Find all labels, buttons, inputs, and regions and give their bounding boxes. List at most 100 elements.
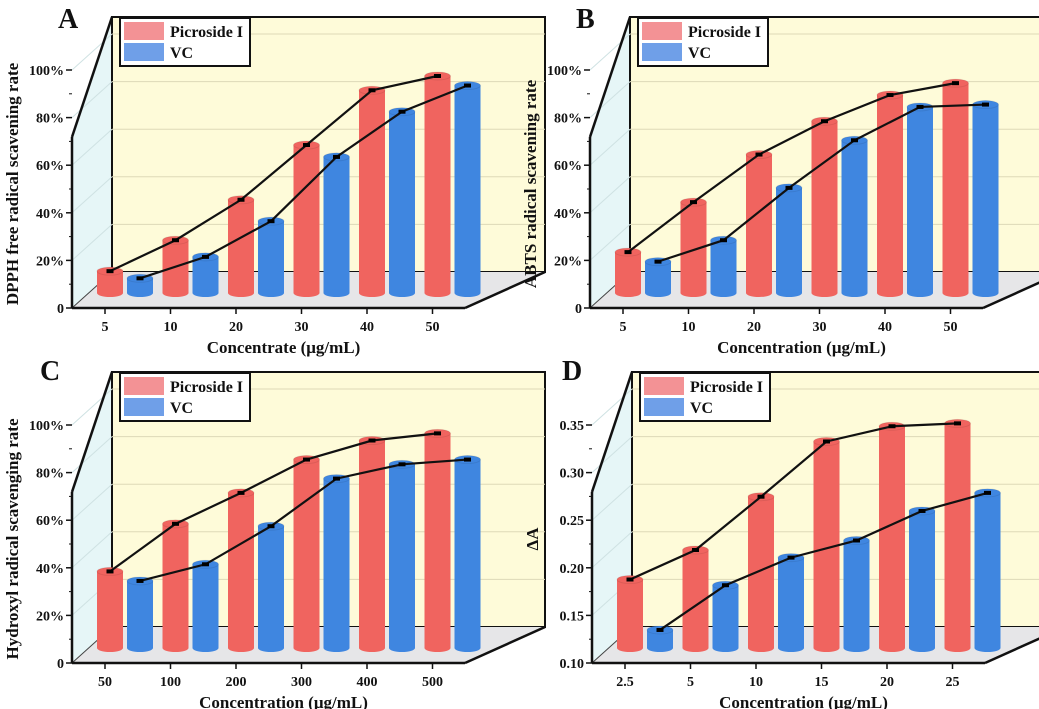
- x-tick-label: 50: [426, 320, 440, 335]
- data-marker: [303, 457, 310, 462]
- legend: Picroside I VC: [119, 17, 251, 67]
- data-marker: [172, 521, 179, 526]
- y-tick-label: 80%: [36, 467, 64, 482]
- y-tick-label: 0: [57, 302, 64, 317]
- x-tick-label: 5: [687, 675, 694, 690]
- y-tick-label: 0.30: [560, 467, 585, 482]
- bar-body: [944, 423, 971, 648]
- side-wall: [72, 17, 112, 308]
- bar-bottom: [228, 644, 254, 652]
- bar-bottom: [454, 644, 481, 652]
- bar-body: [389, 464, 415, 648]
- bar-bottom: [909, 644, 935, 652]
- panel-letter: C: [40, 356, 60, 387]
- bar-body: [748, 496, 774, 648]
- side-gridline: [589, 128, 631, 166]
- bar-body: [97, 571, 123, 648]
- vc-trend-line: [139, 84, 468, 280]
- bar-body: [615, 252, 641, 293]
- data-marker: [136, 276, 144, 281]
- vc-bar-5: [712, 580, 739, 652]
- bar-bottom: [712, 644, 739, 652]
- y-axis-title: Hydroxyl radical scavenging rate: [3, 418, 22, 659]
- bar-bottom: [776, 289, 802, 297]
- data-marker: [136, 578, 144, 583]
- x-tick-label: 5: [620, 320, 627, 335]
- bar-body: [127, 278, 153, 293]
- picroside-bar-40: [876, 90, 904, 297]
- x-tick-label: 50: [944, 320, 958, 335]
- bar-bottom: [97, 644, 123, 652]
- y-tick-label: 40%: [36, 562, 64, 577]
- bar-body: [192, 256, 219, 293]
- x-tick-label: 2.5: [616, 675, 634, 690]
- data-marker: [202, 562, 209, 567]
- bar-bottom: [323, 289, 350, 297]
- vc-bar-20: [257, 216, 285, 297]
- data-marker: [333, 154, 340, 159]
- bar-body: [454, 85, 481, 294]
- data-marker: [720, 238, 727, 243]
- legend-label-picroside: Picroside I: [690, 379, 763, 396]
- data-marker: [624, 250, 632, 255]
- y-tick-label: 60%: [36, 514, 64, 529]
- vc-trend-line: [659, 491, 988, 631]
- y-tick-label: 100%: [29, 64, 64, 79]
- vc-bar-30: [841, 135, 868, 297]
- bar-bottom: [942, 289, 969, 297]
- data-marker: [954, 421, 961, 426]
- right-floor-edge: [464, 270, 546, 310]
- bar-body: [162, 523, 189, 648]
- side-gridline: [71, 128, 113, 166]
- vc-bar-40: [388, 107, 416, 297]
- side-gridline: [71, 81, 113, 118]
- bar-body: [127, 580, 153, 648]
- bar-body: [617, 579, 643, 648]
- bar-body: [97, 271, 123, 293]
- data-marker: [918, 508, 926, 513]
- bar-bottom: [454, 289, 481, 297]
- data-marker: [464, 83, 471, 88]
- bar-bottom: [424, 644, 451, 652]
- top-edge: [70, 16, 114, 138]
- side-gridline: [71, 224, 113, 261]
- picroside-bar-5: [614, 247, 642, 297]
- bar-bottom: [682, 644, 709, 652]
- x-tick-label: 15: [815, 675, 829, 690]
- data-marker: [267, 219, 275, 224]
- side-gridline: [589, 176, 631, 214]
- bar-bottom: [258, 289, 284, 297]
- vc-bar-2.5: [646, 625, 674, 652]
- vc-trend-line: [657, 103, 986, 263]
- data-marker: [656, 627, 664, 632]
- data-marker: [851, 138, 858, 143]
- x-tick-label: 20: [229, 320, 243, 335]
- bar-bottom: [879, 644, 905, 652]
- bar-bottom: [97, 289, 123, 297]
- x-tick-label: 40: [878, 320, 892, 335]
- picroside-trend-line: [629, 422, 958, 581]
- bar-bottom: [647, 644, 673, 652]
- picroside-bar-5: [682, 545, 709, 652]
- picroside-trend-line: [109, 432, 438, 573]
- bar-body: [877, 95, 903, 293]
- picroside-bar-20: [745, 150, 773, 297]
- picroside-bar-2.5: [616, 575, 644, 652]
- bar-bottom: [162, 644, 189, 652]
- y-tick-label: 80%: [36, 112, 64, 127]
- y-tick-label: 0.35: [560, 419, 585, 434]
- data-marker: [368, 88, 376, 93]
- chart-panel-a: 0 20% 40% 60% 80% 100% 5 10 20 30 40 50 Concentrate …: [3, 4, 546, 357]
- data-marker: [398, 462, 406, 467]
- bar-body: [645, 261, 671, 293]
- bar-bottom: [258, 644, 284, 652]
- data-marker: [982, 102, 989, 107]
- y-tick-label: 20%: [36, 609, 64, 624]
- bar-bottom: [710, 289, 737, 297]
- data-marker: [333, 476, 340, 481]
- data-marker: [106, 569, 114, 574]
- bar-body: [258, 526, 284, 648]
- y-tick-label: 0.20: [560, 562, 585, 577]
- bar-bottom: [617, 644, 643, 652]
- x-tick-label: 30: [295, 320, 309, 335]
